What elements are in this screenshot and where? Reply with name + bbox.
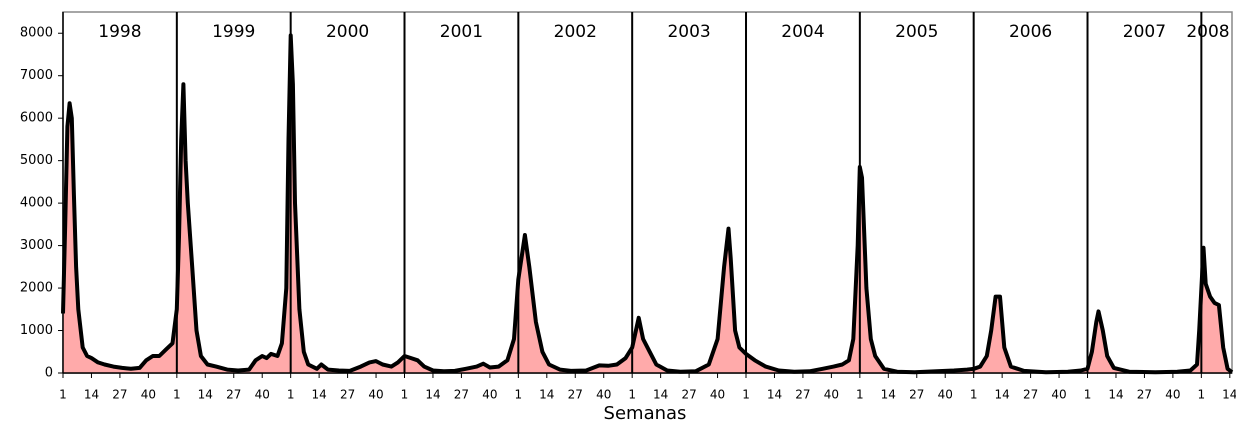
x-tick-label: 1 — [856, 388, 864, 402]
x-tick-label: 40 — [1051, 388, 1066, 402]
y-tick-label: 8000 — [20, 26, 53, 41]
year-label: 1998 — [98, 22, 141, 42]
y-tick-label: 4000 — [20, 196, 53, 211]
x-tick-label: 14 — [1222, 388, 1236, 402]
year-label: 2006 — [1009, 22, 1052, 42]
x-tick-label: 14 — [425, 388, 440, 402]
y-tick-label: 1000 — [20, 323, 53, 338]
x-tick-label: 1 — [401, 388, 409, 402]
y-tick-label: 2000 — [20, 281, 53, 296]
x-tick-label: 14 — [84, 388, 99, 402]
x-tick-label: 14 — [1108, 388, 1123, 402]
x-tick-label: 40 — [824, 388, 839, 402]
plot-frame — [62, 11, 1233, 374]
x-tick-label: 1 — [1198, 388, 1206, 402]
year-label: 2002 — [554, 22, 597, 42]
year-label: 2004 — [781, 22, 824, 42]
year-label: 2000 — [326, 22, 369, 42]
x-tick-label: 27 — [1023, 388, 1038, 402]
y-tick-label: 7000 — [20, 68, 53, 83]
x-tick-label: 40 — [482, 388, 497, 402]
x-tick-label: 40 — [141, 388, 156, 402]
x-tick-label: 1 — [1084, 388, 1092, 402]
x-tick-label: 40 — [710, 388, 725, 402]
x-tick-label: 14 — [767, 388, 782, 402]
year-label: 2001 — [440, 22, 483, 42]
y-tick-label: 5000 — [20, 153, 53, 168]
x-tick-label: 27 — [795, 388, 810, 402]
x-axis-label: Semanas — [604, 403, 687, 424]
x-tick-label: 40 — [938, 388, 953, 402]
x-tick-label: 40 — [1165, 388, 1180, 402]
line — [61, 33, 1234, 375]
x-tick-label: 14 — [881, 388, 896, 402]
x-tick-label: 14 — [539, 388, 554, 402]
x-tick-label: 1 — [628, 388, 636, 402]
x-tick-label: 27 — [454, 388, 469, 402]
x-tick-label: 1 — [59, 388, 67, 402]
year-label: 2008 — [1186, 22, 1229, 42]
year-label: 1999 — [212, 22, 255, 42]
x-tick-label: 40 — [255, 388, 270, 402]
x-tick-label: 27 — [226, 388, 241, 402]
year-label: 2003 — [667, 22, 710, 42]
x-tick-label: 14 — [311, 388, 326, 402]
year-label: 2007 — [1123, 22, 1166, 42]
y-tick-label: 0 — [45, 366, 53, 381]
x-tick-label: 27 — [1137, 388, 1152, 402]
x-tick-label: 27 — [340, 388, 355, 402]
x-tick-label: 14 — [198, 388, 213, 402]
x-tick-label: 14 — [653, 388, 668, 402]
x-tick-label: 1 — [173, 388, 181, 402]
x-tick-label: 27 — [681, 388, 696, 402]
x-tick-label: 1 — [287, 388, 295, 402]
x-tick-label: 27 — [909, 388, 924, 402]
area — [63, 35, 1232, 374]
x-tick-label: 40 — [368, 388, 383, 402]
x-tick-label: 27 — [568, 388, 583, 402]
y-tick-label: 3000 — [20, 238, 53, 253]
y-tick-label: 6000 — [20, 111, 53, 126]
x-tick-label: 40 — [596, 388, 611, 402]
x-tick-label: 27 — [112, 388, 127, 402]
x-tick-label: 1 — [515, 388, 523, 402]
x-tick-label: 14 — [994, 388, 1009, 402]
x-tick-label: 1 — [742, 388, 750, 402]
year-label: 2005 — [895, 22, 938, 42]
x-tick-label: 1 — [970, 388, 978, 402]
